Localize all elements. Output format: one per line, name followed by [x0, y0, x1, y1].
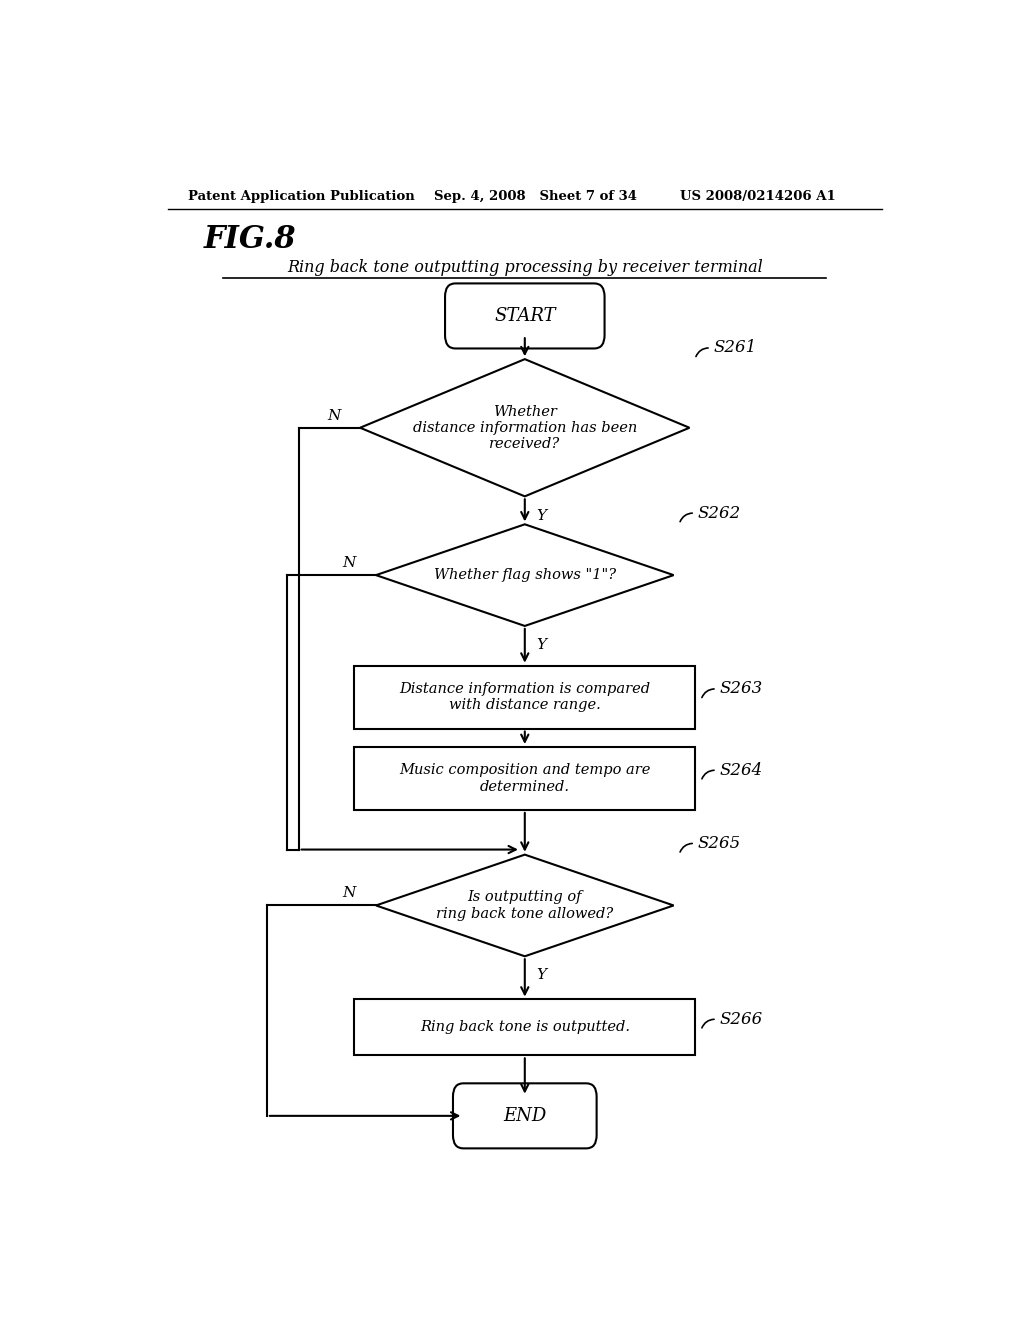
Text: S262: S262: [697, 504, 740, 521]
Text: S264: S264: [719, 762, 763, 779]
Bar: [354, 665, 695, 729]
Text: Ring back tone is outputted.: Ring back tone is outputted.: [420, 1020, 630, 1035]
Text: US 2008/0214206 A1: US 2008/0214206 A1: [680, 190, 836, 202]
Text: N: N: [327, 409, 340, 422]
Polygon shape: [360, 359, 689, 496]
Text: N: N: [343, 556, 356, 570]
Text: N: N: [343, 886, 356, 900]
FancyBboxPatch shape: [445, 284, 604, 348]
Text: Sep. 4, 2008   Sheet 7 of 34: Sep. 4, 2008 Sheet 7 of 34: [433, 190, 637, 202]
Polygon shape: [376, 524, 674, 626]
Text: Distance information is compared
with distance range.: Distance information is compared with di…: [399, 682, 650, 713]
Text: Y: Y: [537, 508, 547, 523]
Text: S266: S266: [719, 1011, 763, 1028]
Text: S261: S261: [714, 339, 757, 356]
Polygon shape: [376, 854, 674, 956]
Text: S265: S265: [697, 836, 740, 851]
Text: START: START: [494, 308, 556, 325]
Bar: [354, 747, 695, 810]
Text: Ring back tone outputting processing by receiver terminal: Ring back tone outputting processing by …: [287, 259, 763, 276]
Text: Whether flag shows "1"?: Whether flag shows "1"?: [434, 568, 615, 582]
FancyBboxPatch shape: [453, 1084, 597, 1148]
Bar: [354, 999, 695, 1056]
Text: Y: Y: [537, 969, 547, 982]
Text: Music composition and tempo are
determined.: Music composition and tempo are determin…: [399, 763, 650, 793]
Text: Whether
distance information has been
received?: Whether distance information has been re…: [413, 404, 637, 451]
Text: S263: S263: [719, 681, 763, 697]
Text: END: END: [503, 1107, 547, 1125]
Text: Y: Y: [537, 638, 547, 652]
Text: Is outputting of
ring back tone allowed?: Is outputting of ring back tone allowed?: [436, 891, 613, 920]
Text: FIG.8: FIG.8: [204, 224, 296, 255]
Text: Patent Application Publication: Patent Application Publication: [187, 190, 415, 202]
